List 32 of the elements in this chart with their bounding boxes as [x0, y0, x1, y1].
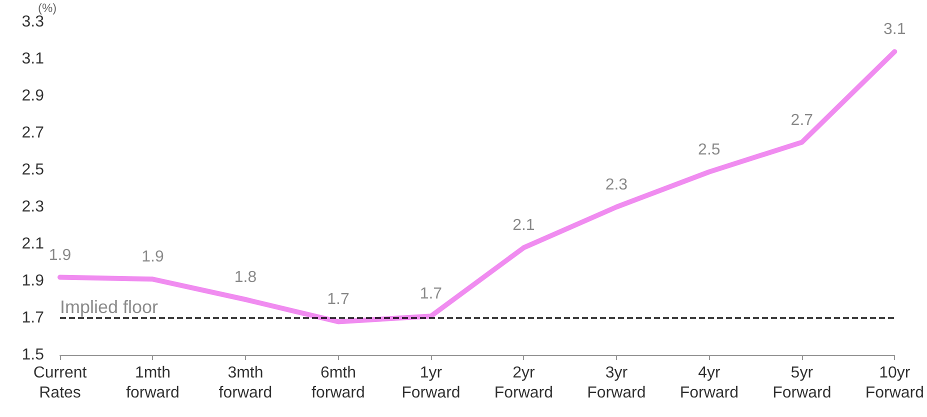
data-label: 1.8	[234, 269, 257, 286]
x-tick-label: 1mth forward	[126, 364, 180, 402]
data-label: 2.3	[605, 176, 628, 194]
data-label: 1.9	[48, 246, 72, 264]
data-label: 2.7	[790, 112, 814, 129]
y-tick-label: 3.3	[22, 14, 44, 30]
y-tick-label: 2.1	[22, 236, 44, 252]
y-axis-title: (%)	[38, 1, 57, 16]
data-label: 2.5	[698, 141, 720, 158]
y-tick-label: 1.9	[22, 272, 44, 290]
y-tick-label: 2.5	[22, 162, 44, 178]
x-tick-label: 4yr Forward	[680, 364, 739, 402]
y-tick-label: 2.3	[22, 198, 44, 216]
data-label: 2.1	[512, 217, 535, 234]
x-tick-label: 1yr Forward	[402, 364, 460, 402]
x-tick-label: 5yr Forward	[772, 364, 832, 402]
x-tick-label: 6mth forward	[312, 364, 365, 402]
x-tick-label: 2yr Forward	[494, 364, 554, 402]
ref-line-label: Implied floor	[60, 297, 158, 317]
x-tick-label: 3yr Forward	[587, 364, 646, 402]
data-label: 1.9	[142, 248, 164, 266]
y-tick-label: 2.9	[22, 88, 44, 104]
x-tick-label: Current Rates	[33, 364, 88, 402]
x-tick-label: 10yr Forward	[865, 364, 924, 402]
data-label: 3.1	[884, 21, 906, 38]
y-tick-label: 1.7	[22, 310, 44, 326]
y-tick-label: 3.1	[22, 50, 44, 68]
data-label: 1.7	[327, 291, 350, 308]
y-tick-label: 1.5	[22, 346, 44, 364]
y-tick-label: 2.7	[22, 124, 44, 142]
x-tick-label: 3mth forward	[218, 364, 272, 402]
data-label: 1.7	[420, 286, 442, 303]
